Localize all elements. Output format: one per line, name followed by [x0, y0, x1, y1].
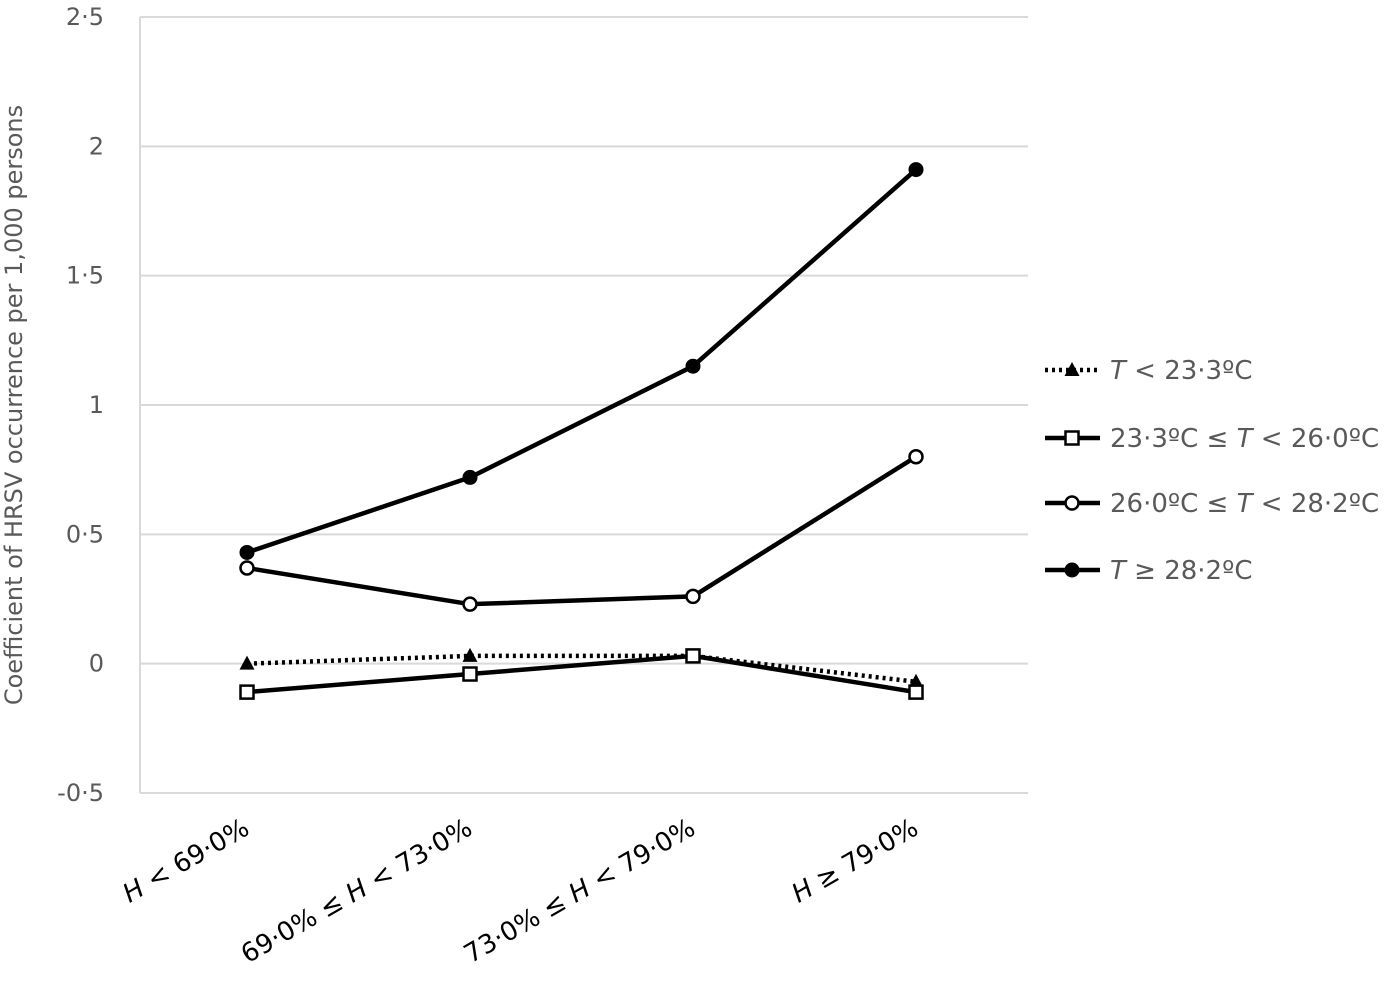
data-point — [1064, 430, 1080, 446]
series-2 — [239, 448, 924, 612]
y-axis-title: Coefficient of HRSV occurrence per 1,000… — [0, 105, 28, 705]
y-tick-label: 0·5 — [66, 520, 104, 548]
x-tick-label: H < 69·0% — [118, 813, 255, 909]
legend-label: T < 23·3ºC — [1110, 356, 1253, 386]
legend: T < 23·3ºC 23·3ºC ≤ T < 26·0ºC 26·0ºC ≤ T … — [1045, 356, 1379, 586]
data-point — [1064, 495, 1080, 511]
data-point — [239, 684, 255, 700]
data-point — [239, 560, 255, 576]
data-point — [239, 655, 255, 670]
legend-label: T ≥ 28·2ºC — [1110, 556, 1253, 586]
data-point — [462, 666, 478, 682]
data-point — [908, 448, 924, 465]
legend-item: 26·0ºC ≤ T < 28·2ºC — [1045, 489, 1379, 519]
series-group — [239, 162, 924, 700]
data-point — [462, 469, 478, 485]
axes: 2·5 2 1·5 1 0·5 0 -0·5 Coefficient of HRSV occu… — [0, 3, 141, 807]
series-1 — [239, 648, 924, 700]
x-tick-label: 73·0% ≤ H < 79·0% — [459, 813, 700, 970]
legend-item: T ≥ 28·2ºC — [1045, 556, 1253, 586]
series-line — [246, 167, 918, 555]
x-tick-label: 69·0% ≤ H < 73·0% — [236, 813, 477, 970]
legend-label: 23·3ºC ≤ T < 26·0ºC — [1110, 424, 1379, 454]
category-labels: H < 69·0%69·0% ≤ H < 73·0%73·0% ≤ H < 79… — [118, 813, 924, 970]
data-point — [1064, 562, 1080, 578]
legend-item: T < 23·3ºC — [1045, 356, 1253, 386]
y-tick-label: 2·5 — [66, 3, 104, 31]
data-point — [908, 684, 924, 700]
data-point — [908, 162, 924, 178]
data-point — [908, 673, 924, 688]
data-point — [685, 648, 701, 664]
x-tick-label: H ≥ 79·0% — [787, 813, 924, 909]
y-tick-label: 1·5 — [66, 262, 104, 290]
data-point — [462, 647, 478, 662]
series-line — [246, 454, 918, 607]
data-point — [239, 544, 255, 560]
gridlines — [140, 16, 1028, 794]
data-point — [685, 588, 701, 605]
y-tick-label: 2 — [89, 132, 104, 160]
y-tick-label: 0 — [89, 650, 104, 678]
data-point — [462, 596, 478, 612]
legend-label: 26·0ºC ≤ T < 28·2ºC — [1110, 489, 1379, 519]
y-tick-label: 1 — [89, 391, 104, 419]
series-line — [246, 653, 917, 695]
data-point — [685, 358, 701, 374]
series-0 — [239, 647, 924, 688]
data-point — [1064, 362, 1080, 376]
y-tick-label: -0·5 — [57, 779, 104, 807]
legend-item: 23·3ºC ≤ T < 26·0ºC — [1045, 424, 1379, 454]
series-3 — [239, 162, 924, 560]
